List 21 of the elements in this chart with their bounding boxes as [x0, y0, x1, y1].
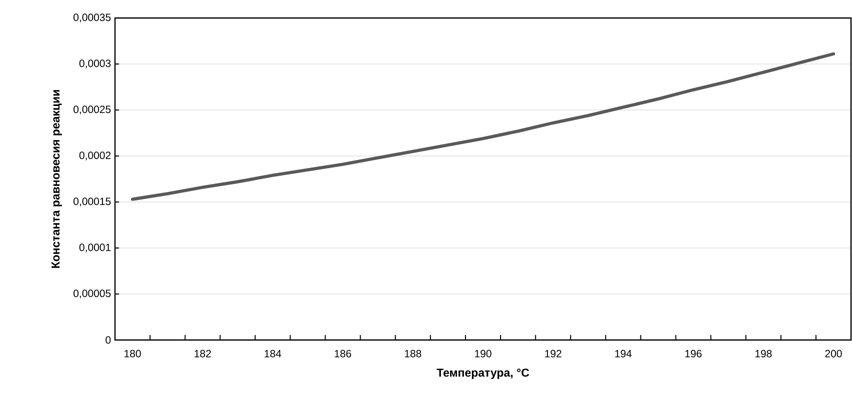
- x-tick-label: 196: [685, 350, 702, 358]
- x-tick-label: 180: [124, 350, 141, 358]
- y-axis-title: Константа равновесия реакции: [52, 90, 62, 268]
- x-tick-label: 200: [825, 350, 842, 358]
- x-tick-label: 192: [545, 350, 562, 358]
- y-tick-label: 0,00005: [74, 290, 111, 298]
- y-tick-label: 0,0001: [79, 244, 111, 252]
- y-tick-label: 0,0003: [79, 60, 111, 68]
- y-tick-label: 0,00015: [74, 198, 111, 206]
- x-tick-label: 190: [475, 350, 492, 358]
- x-tick-label: 184: [264, 350, 282, 358]
- y-tick-label: 0,00035: [74, 14, 111, 22]
- x-axis-title: Температура, °C: [436, 368, 530, 380]
- x-tick-label: 186: [334, 350, 352, 358]
- x-tick-label: 194: [615, 350, 632, 358]
- x-tick-label: 188: [404, 350, 422, 358]
- y-tick-label: 0: [106, 336, 111, 344]
- y-tick-label: 0,0002: [79, 152, 111, 160]
- y-tick-label: 0,00025: [74, 106, 111, 114]
- x-tick-label: 182: [194, 350, 211, 358]
- x-tick-label: 198: [755, 350, 772, 358]
